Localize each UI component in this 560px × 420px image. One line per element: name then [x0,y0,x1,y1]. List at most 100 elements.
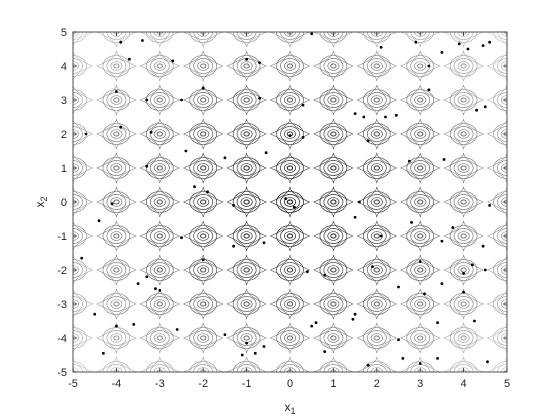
contour-ring [366,228,387,244]
contour-diamond [96,288,137,320]
contour-ring [457,197,470,207]
y-tick-label: -4 [57,333,67,345]
contour-ring [449,32,478,43]
contour-diamond [182,322,224,354]
contour-ring [156,233,164,239]
contour-ring [193,262,214,278]
contour-diamond [73,50,94,82]
contour-ring [197,163,210,173]
contour-diamond [443,118,484,150]
sample-point [258,96,262,100]
contour-ring [113,267,120,273]
contour-ring [243,131,250,137]
sample-point [379,45,383,49]
contour-diamond [226,254,267,286]
x-tick-label: 5 [504,378,510,390]
contour-diamond [443,84,484,116]
contour-ring [460,165,467,171]
contour-diamond [486,186,507,218]
contour-diamond [443,50,484,82]
sample-point [240,353,244,357]
contour-diamond [313,32,354,48]
y-axis-label-main: x [33,202,47,208]
contour-ring [199,233,207,239]
contour-ring [410,126,431,142]
sample-point [158,289,162,292]
contour-ring [323,160,344,176]
contour-ring [366,92,387,108]
contour-ring [156,97,164,103]
contour-diamond [399,118,441,150]
contour-ring [414,333,427,343]
contour-ring [149,126,170,142]
contour-ring [156,301,164,307]
contour-diamond [182,356,224,372]
contour-ring [457,32,470,37]
sample-point [258,61,262,64]
contour-ring [197,129,210,139]
contour-ring [362,225,391,247]
contour-diamond [96,152,137,184]
contour-ring [416,301,424,307]
contour-ring [236,160,257,176]
contour-ring [189,327,218,349]
contour-diamond [73,84,94,116]
contour-ring [362,191,391,213]
y-tick-label: -3 [57,299,67,311]
sample-point [483,268,487,272]
contour-diamond [486,356,507,372]
contour-ring [276,327,304,349]
contour-diamond [73,288,94,320]
contour-ring [330,63,337,69]
sample-point [119,125,123,129]
contour-ring [156,267,164,273]
sample-point [223,156,227,160]
contour-ring [362,55,391,77]
contour-ring [460,301,467,307]
contour-diamond [226,50,267,82]
x-tick-label: 0 [287,378,293,390]
contour-ring [73,330,83,346]
contour-ring [319,293,348,315]
contour-ring [416,335,424,341]
y-tick-label: -1 [57,231,67,243]
contour-ring [330,301,337,307]
contour-ring [319,259,348,281]
sample-point [462,290,465,294]
y-tick-label: 3 [61,95,67,107]
sample-point [310,32,314,36]
contour-ring [280,228,300,244]
contour-diamond [73,254,94,286]
contour-diamond [313,288,354,320]
contour-diamond [269,84,311,116]
contour-ring [457,95,470,105]
contour-ring [414,95,427,105]
sample-point [262,345,266,348]
contour-diamond [399,254,441,286]
contour-ring [453,194,474,210]
sample-point [180,98,183,102]
contour-ring [113,131,120,137]
contour-ring [449,191,478,213]
contour-diamond [486,288,507,320]
contour-ring [280,194,300,210]
sample-point [80,256,84,260]
contour-ring [284,231,296,241]
sample-point [423,292,426,296]
contour-ring [453,126,474,142]
contour-diamond [399,84,441,116]
contour-ring [153,61,166,71]
contour-ring [366,262,387,278]
contour-ring [232,157,261,179]
contour-diamond [269,152,311,184]
contour-ring [406,225,435,247]
contour-ring [327,95,340,105]
contour-diamond [313,118,354,150]
contour-ring [232,89,261,111]
contour-ring [363,32,391,43]
contour-ring [327,61,340,71]
sample-point [366,363,370,367]
contour-diamond [182,152,224,184]
plot-area [73,32,507,372]
contour-diamond [356,118,398,150]
